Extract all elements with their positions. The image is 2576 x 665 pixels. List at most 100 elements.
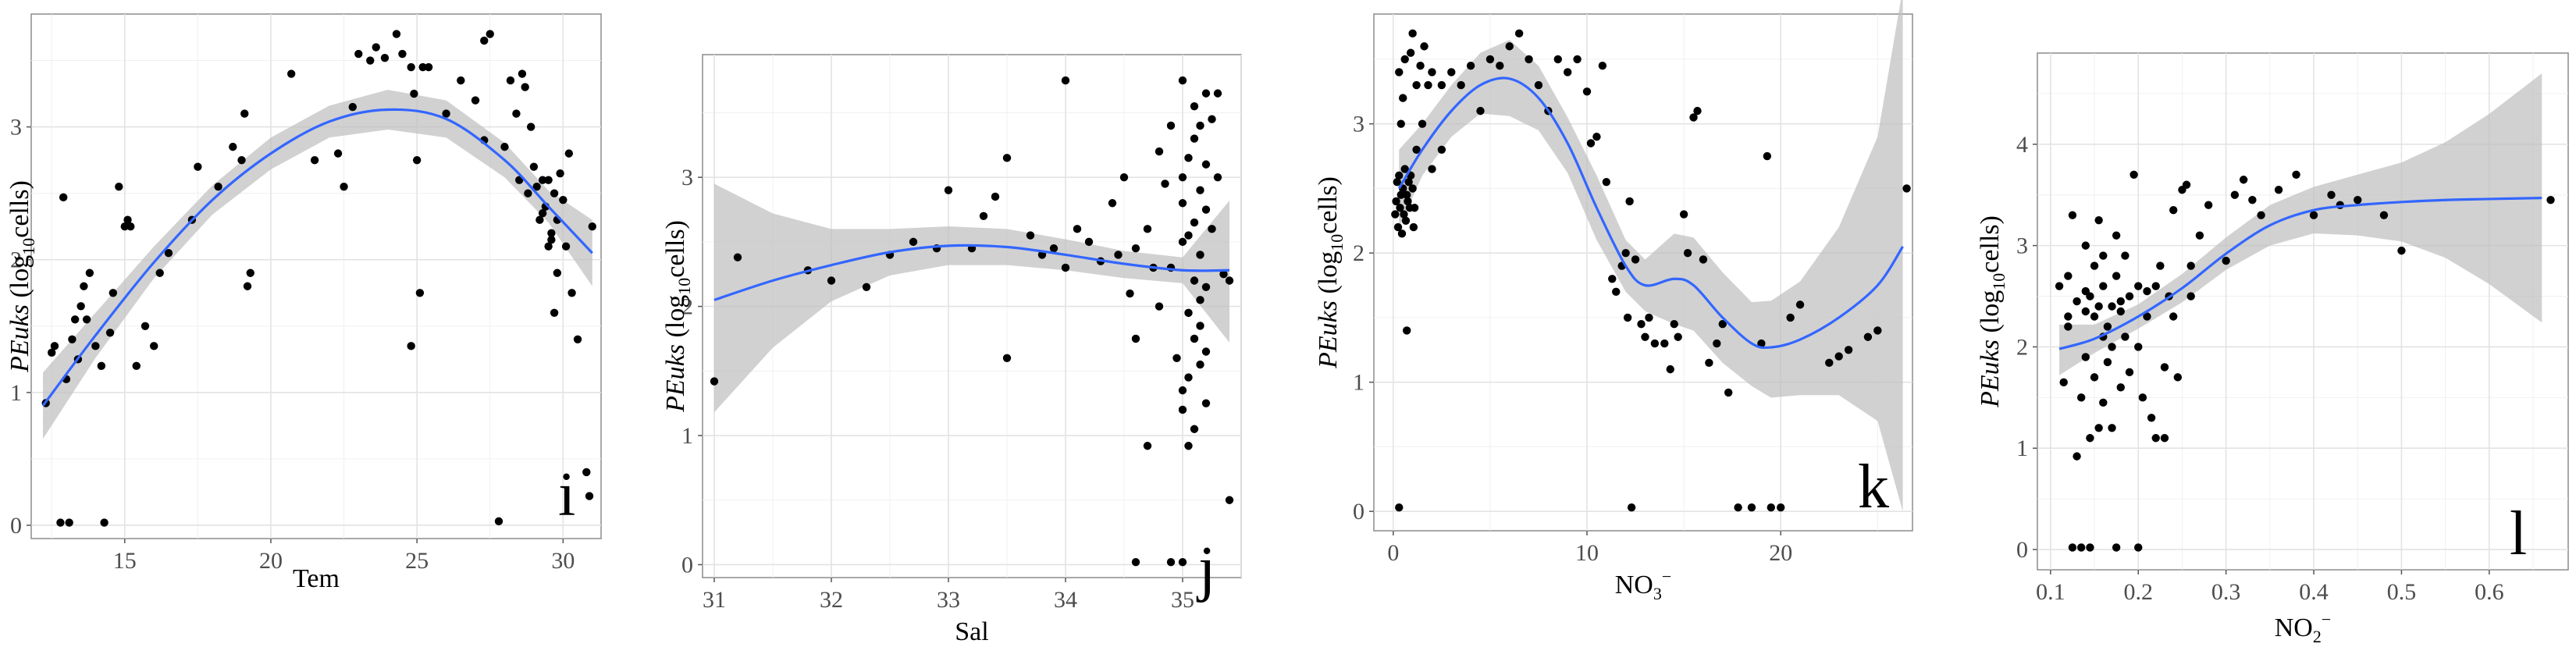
y-tick-label: 2: [10, 247, 22, 273]
data-point: [1131, 334, 1140, 343]
data-point: [392, 30, 401, 38]
data-point: [1178, 237, 1187, 247]
data-point: [561, 242, 571, 251]
data-point: [2112, 231, 2121, 240]
data-point: [1670, 320, 1678, 329]
data-point: [407, 342, 415, 350]
data-point: [2094, 215, 2103, 225]
data-point: [1166, 557, 1176, 567]
data-point: [68, 335, 76, 344]
panel-letter: j: [1196, 535, 1215, 603]
data-point: [50, 342, 59, 350]
data-point: [526, 123, 535, 131]
data-point: [1002, 154, 1012, 162]
data-point: [1608, 275, 1617, 283]
data-point: [1131, 244, 1140, 253]
x-axis-label: NO2−: [2275, 610, 2332, 646]
data-point: [862, 283, 871, 291]
data-point: [1437, 145, 1446, 154]
data-point: [286, 69, 296, 78]
data-point: [120, 222, 129, 231]
y-tick-label: 3: [2016, 233, 2028, 259]
y-tick-label: 1: [10, 380, 22, 406]
panel-k: 0 10 20 0 1 2 3 k NO3− PEuks (log10cells): [1314, 0, 1913, 603]
data-point: [2379, 211, 2389, 219]
data-point: [310, 155, 319, 165]
y-tick-label: 0: [2016, 537, 2028, 563]
data-point: [588, 222, 596, 231]
data-point: [2169, 205, 2178, 215]
data-point: [2099, 251, 2108, 260]
data-point: [2059, 378, 2068, 387]
data-point: [524, 189, 532, 197]
data-point: [1406, 48, 1415, 57]
x-tick-label: 0: [1387, 540, 1399, 566]
data-point: [544, 176, 553, 184]
y-tick-label: 0: [10, 513, 22, 539]
y-axis-label: PEuks (log10cells): [5, 180, 38, 373]
data-point: [1400, 55, 1409, 64]
data-point: [1683, 248, 1692, 258]
data-point: [1825, 358, 1834, 368]
data-point: [1395, 68, 1404, 76]
panel-l: 0.1 0.2 0.3 0.4 0.5 0.6 0 1 2 3 4 l NO2− PEuks (log10…: [1976, 52, 2569, 646]
x-tick-label: 34: [1054, 587, 1077, 613]
data-point: [2257, 211, 2265, 219]
data-point: [1424, 80, 1432, 90]
data-point: [442, 109, 450, 118]
smooth-line-i: [41, 108, 593, 407]
data-point: [380, 53, 390, 62]
data-point: [1395, 171, 1404, 180]
data-point: [123, 215, 132, 224]
confidence-band-k: [1399, 0, 1903, 512]
data-point: [538, 176, 547, 184]
data-point: [2222, 256, 2230, 265]
data-point: [366, 56, 375, 65]
data-point: [1724, 388, 1733, 397]
data-point: [1420, 42, 1429, 51]
x-tick-label: 0.4: [2299, 579, 2329, 605]
data-point: [2327, 190, 2336, 199]
y-tick-label: 1: [2016, 436, 2028, 461]
data-point: [471, 96, 480, 105]
data-point: [2143, 286, 2151, 296]
data-point: [1757, 339, 1766, 348]
y-tick-label: 4: [2016, 132, 2028, 158]
y-tick-label: 3: [10, 115, 22, 140]
data-point: [141, 322, 150, 330]
data-point: [1625, 197, 1634, 206]
data-point: [2248, 196, 2257, 204]
data-point: [2121, 332, 2129, 341]
data-point: [80, 282, 88, 290]
panel-letter: i: [558, 461, 575, 529]
data-point: [535, 215, 544, 224]
data-point: [1412, 145, 1421, 154]
data-point: [1397, 119, 1405, 128]
data-point: [2116, 297, 2125, 306]
data-point: [1393, 177, 1401, 187]
data-point: [2073, 297, 2081, 306]
data-point: [1397, 190, 1405, 199]
data-point: [1400, 210, 1408, 219]
data-point: [1650, 339, 1660, 348]
data-point: [1208, 115, 1216, 123]
data-point: [1763, 151, 1772, 161]
data-point: [1404, 197, 1412, 206]
data-point: [2081, 353, 2090, 361]
data-point: [827, 276, 836, 285]
data-point: [1447, 68, 1456, 76]
data-point: [2125, 292, 2134, 300]
data-point: [1485, 55, 1495, 64]
x-axis-label: NO3−: [1615, 567, 1672, 603]
data-point: [2081, 286, 2090, 296]
data-point: [1225, 496, 1234, 504]
data-point: [512, 109, 521, 118]
data-point: [2090, 373, 2099, 382]
confidence-band-l: [2059, 73, 2542, 375]
data-point: [1777, 503, 1785, 512]
data-point: [550, 189, 559, 197]
x-tick-label: 0.3: [2211, 579, 2241, 605]
data-point: [1466, 62, 1475, 70]
data-point: [1902, 184, 1911, 193]
y-axis-label: PEuks (log10cells): [661, 220, 694, 413]
